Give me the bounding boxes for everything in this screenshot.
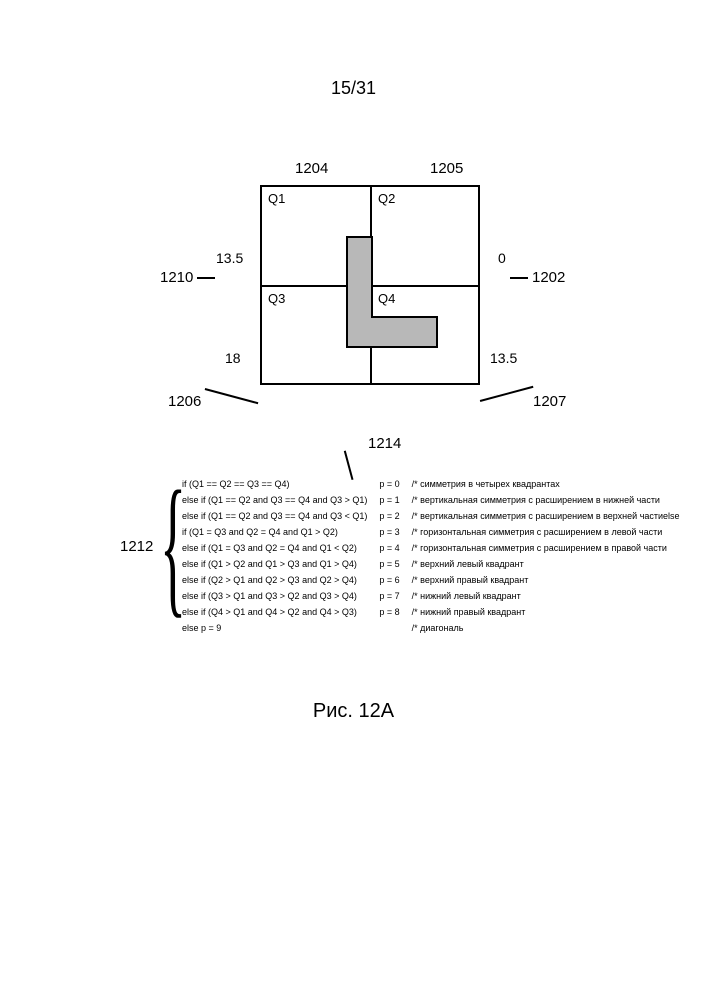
code-p: p = 2 xyxy=(379,509,409,523)
figure-caption: Рис. 12A xyxy=(0,700,707,723)
ref-1202: 1202 xyxy=(532,269,565,286)
lshape-polygon xyxy=(347,237,437,347)
code-row: else if (Q1 > Q2 and Q1 > Q3 and Q1 > Q4… xyxy=(182,557,684,571)
ref-1210: 1210 xyxy=(160,269,193,286)
ref-1206: 1206 xyxy=(168,393,201,410)
code-p: p = 3 xyxy=(379,525,409,539)
code-p xyxy=(379,621,409,635)
value-q1: 13.5 xyxy=(216,250,243,266)
code-p: p = 1 xyxy=(379,493,409,507)
code-condition: else if (Q3 > Q1 and Q3 > Q2 and Q3 > Q4… xyxy=(182,589,377,603)
code-comment: /* вертикальная симметрия с расширением … xyxy=(412,493,684,507)
leader-1207 xyxy=(480,386,534,402)
leader-right xyxy=(510,277,528,279)
code-comment: /* вертикальная симметрия с расширением … xyxy=(412,509,684,523)
code-row: else if (Q1 == Q2 and Q3 == Q4 and Q3 > … xyxy=(182,493,684,507)
code-p: p = 0 xyxy=(379,477,409,491)
code-comment: /* верхний правый квадрант xyxy=(412,573,684,587)
leader-1206 xyxy=(205,388,259,404)
code-row: else if (Q3 > Q1 and Q3 > Q2 and Q3 > Q4… xyxy=(182,589,684,603)
value-q2: 0 xyxy=(498,250,506,266)
code-comment: /* симметрия в четырех квадрантах xyxy=(412,477,684,491)
code-comment: /* диагональ xyxy=(412,621,684,635)
lshape-svg xyxy=(262,187,482,387)
code-condition: else if (Q1 = Q3 and Q2 = Q4 and Q1 < Q2… xyxy=(182,541,377,555)
code-row: else if (Q1 = Q3 and Q2 = Q4 and Q1 < Q2… xyxy=(182,541,684,555)
page: 15/31 1204 1205 13.5 1210 0 1202 18 13.5… xyxy=(0,0,707,1000)
code-p: p = 4 xyxy=(379,541,409,555)
code-row: if (Q1 == Q2 == Q3 == Q4)p = 0/* симметр… xyxy=(182,477,684,491)
page-number: 15/31 xyxy=(0,78,707,99)
code-comment: /* горизонтальная симметрия с расширение… xyxy=(412,525,684,539)
ref-1212: 1212 xyxy=(120,538,153,555)
quadrant-box: Q1 Q2 Q3 Q4 xyxy=(260,185,480,385)
code-condition: else p = 9 xyxy=(182,621,377,635)
code-condition: else if (Q4 > Q1 and Q4 > Q2 and Q4 > Q3… xyxy=(182,605,377,619)
code-condition: if (Q1 == Q2 == Q3 == Q4) xyxy=(182,477,377,491)
leader-left xyxy=(197,277,215,279)
code-row: if (Q1 = Q3 and Q2 = Q4 and Q1 > Q2)p = … xyxy=(182,525,684,539)
code-p: p = 7 xyxy=(379,589,409,603)
ref-1205: 1205 xyxy=(430,160,463,177)
code-row: else if (Q1 == Q2 and Q3 == Q4 and Q3 < … xyxy=(182,509,684,523)
ref-1207: 1207 xyxy=(533,393,566,410)
ref-1204: 1204 xyxy=(295,160,328,177)
code-row: else p = 9 /* диагональ xyxy=(182,621,684,635)
value-q4: 13.5 xyxy=(490,350,517,366)
code-block: if (Q1 == Q2 == Q3 == Q4)p = 0/* симметр… xyxy=(180,475,686,637)
code-p: p = 6 xyxy=(379,573,409,587)
code-condition: else if (Q1 == Q2 and Q3 == Q4 and Q3 < … xyxy=(182,509,377,523)
quadrant-diagram: Q1 Q2 Q3 Q4 xyxy=(260,185,480,385)
code-comment: /* верхний левый квадрант xyxy=(412,557,684,571)
code-condition: else if (Q1 == Q2 and Q3 == Q4 and Q3 > … xyxy=(182,493,377,507)
code-condition: else if (Q1 > Q2 and Q1 > Q3 and Q1 > Q4… xyxy=(182,557,377,571)
code-condition: else if (Q2 > Q1 and Q2 > Q3 and Q2 > Q4… xyxy=(182,573,377,587)
code-p: p = 8 xyxy=(379,605,409,619)
code-comment: /* нижний правый квадрант xyxy=(412,605,684,619)
code-p: p = 5 xyxy=(379,557,409,571)
code-condition: if (Q1 = Q3 and Q2 = Q4 and Q1 > Q2) xyxy=(182,525,377,539)
code-comment: /* нижний левый квадрант xyxy=(412,589,684,603)
code-row: else if (Q2 > Q1 and Q2 > Q3 and Q2 > Q4… xyxy=(182,573,684,587)
value-q3: 18 xyxy=(225,350,241,366)
ref-1214: 1214 xyxy=(368,435,401,452)
code-table: if (Q1 == Q2 == Q3 == Q4)p = 0/* симметр… xyxy=(180,475,686,637)
code-comment: /* горизонтальная симметрия с расширение… xyxy=(412,541,684,555)
code-row: else if (Q4 > Q1 and Q4 > Q2 and Q4 > Q3… xyxy=(182,605,684,619)
